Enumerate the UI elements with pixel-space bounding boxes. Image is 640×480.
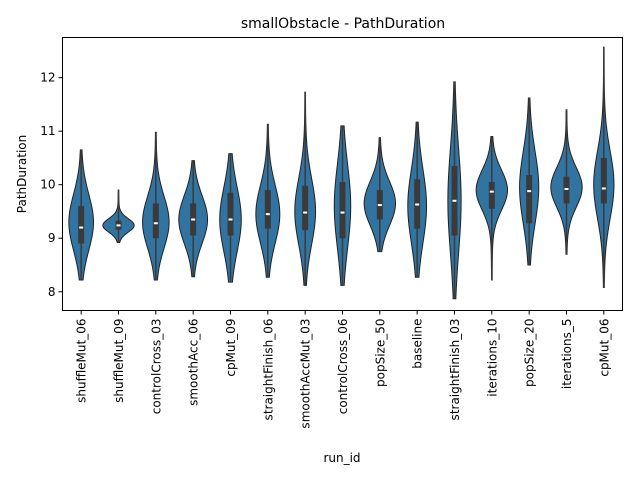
x-tick-label: controlCross_06: [336, 319, 350, 415]
iqr-box-cpMut_06: [600, 157, 607, 204]
x-tick-label: smoothAccMut_03: [299, 319, 313, 429]
x-tick-label: baseline: [411, 319, 425, 369]
median-cpMut_06: [601, 187, 606, 190]
iqr-box-popSize_20: [526, 175, 533, 224]
x-tick-label: cpMut_06: [597, 319, 611, 377]
x-tick-label: popSize_50: [373, 319, 387, 387]
median-shuffleMut_09: [116, 224, 121, 227]
iqr-box-controlCross_06: [339, 182, 346, 239]
median-iterations_5: [564, 187, 569, 190]
y-tick-label: 9: [48, 231, 56, 245]
iqr-box-smoothAccMut_03: [302, 185, 309, 231]
median-cpMut_09: [228, 218, 233, 221]
x-tick-label: smoothAcc_06: [187, 319, 201, 406]
x-tick-label: shuffleMut_06: [75, 319, 89, 403]
plot-frame: [62, 37, 623, 311]
chart-title: smallObstacle - PathDuration: [241, 16, 445, 32]
median-baseline: [415, 203, 420, 206]
iqr-box-iterations_5: [563, 176, 570, 204]
iqr-box-shuffleMut_06: [78, 206, 85, 244]
y-tick-label: 10: [40, 178, 55, 192]
violin-series: [68, 46, 615, 300]
median-straightFinish_06: [265, 213, 270, 216]
x-tick-label: popSize_20: [523, 319, 537, 387]
x-tick-label: shuffleMut_09: [112, 319, 126, 403]
median-smoothAccMut_03: [303, 211, 308, 214]
iqr-box-cpMut_09: [227, 192, 234, 236]
y-tick-label: 12: [40, 71, 55, 85]
x-tick-label: cpMut_09: [224, 319, 238, 377]
y-axis: 8 9 10 11 12: [40, 71, 63, 299]
y-axis-label: PathDuration: [15, 135, 29, 213]
iqr-box-iterations_10: [488, 182, 495, 209]
x-axis-label: run_id: [323, 451, 360, 465]
y-tick-label: 11: [40, 124, 55, 138]
x-tick-label: controlCross_03: [149, 319, 163, 415]
median-controlCross_06: [340, 211, 345, 214]
median-popSize_20: [527, 190, 532, 193]
y-tick-label: 8: [48, 285, 56, 299]
median-popSize_50: [377, 204, 382, 207]
x-tick-label: straightFinish_03: [448, 319, 462, 421]
median-smoothAcc_06: [191, 218, 196, 221]
median-iterations_10: [489, 190, 494, 193]
x-tick-label: iterations_5: [560, 319, 574, 390]
x-tick-label: iterations_10: [485, 319, 499, 397]
iqr-box-controlCross_03: [152, 203, 159, 239]
x-axis: shuffleMut_06 shuffleMut_09 controlCross_0…: [75, 310, 611, 429]
median-straightFinish_03: [452, 199, 457, 202]
median-controlCross_03: [153, 222, 158, 225]
iqr-box-straightFinish_06: [264, 190, 271, 229]
median-shuffleMut_06: [79, 226, 84, 229]
x-tick-label: straightFinish_06: [261, 319, 275, 421]
